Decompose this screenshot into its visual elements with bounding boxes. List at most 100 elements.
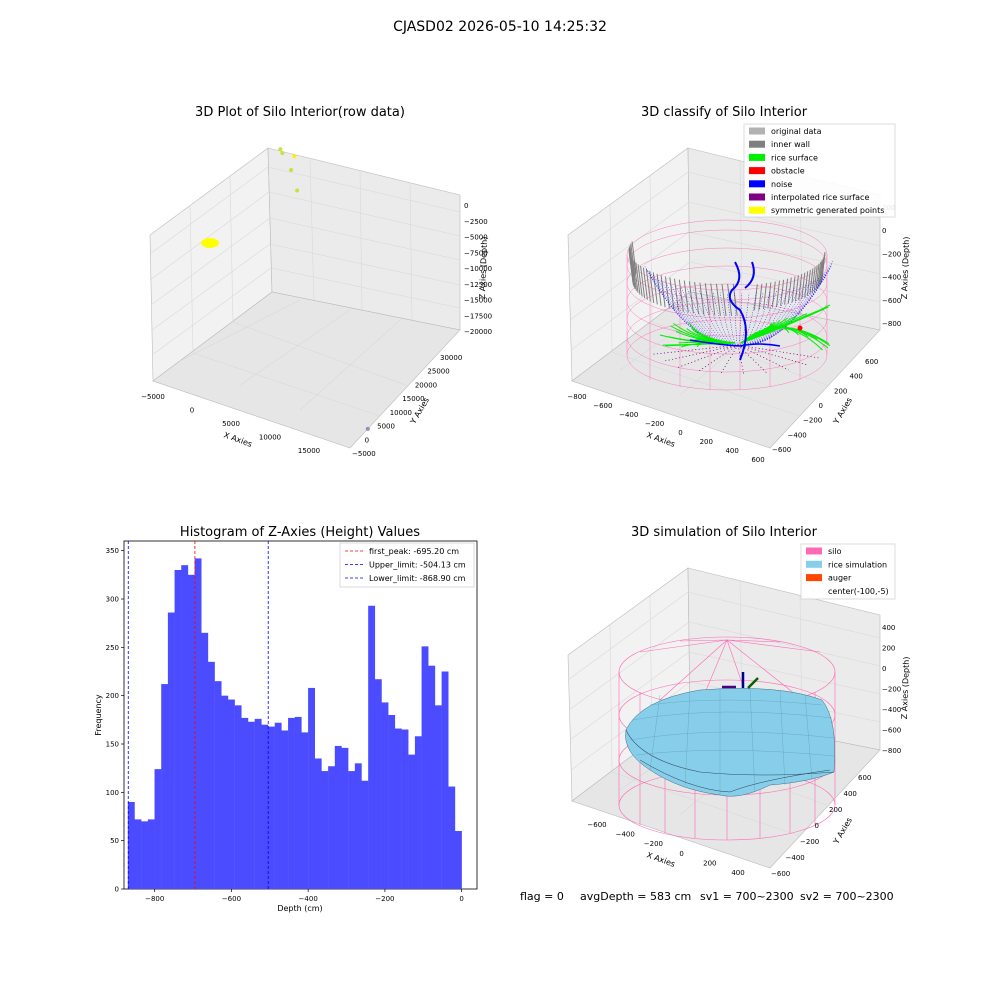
legend-box — [339, 542, 475, 588]
noise-curve — [737, 291, 764, 346]
histogram-bar — [454, 831, 462, 889]
noise-curve — [737, 274, 824, 346]
y-tick-label: 250 — [106, 644, 119, 652]
histogram-bar — [321, 771, 329, 889]
histogram-bar — [328, 766, 336, 889]
inner-wall-strand — [753, 284, 758, 311]
z-tick-label: −400 — [882, 274, 901, 282]
y-tick-label: 300 — [106, 596, 119, 604]
raw-data-points — [201, 147, 370, 431]
avg-depth-text: avgDepth = 583 cm — [580, 890, 691, 903]
histogram-bar — [201, 632, 209, 889]
y-tick-label: 0 — [815, 822, 819, 830]
inner-wall-strand — [629, 254, 635, 288]
histogram-bar — [254, 718, 262, 889]
inner-wall-strand — [642, 267, 648, 300]
z-tick-labels: 2000−200−400−600−800 — [882, 204, 901, 328]
y-tick-label: 350 — [106, 547, 119, 555]
x-axis-label: X Axies — [222, 430, 253, 449]
data-point — [295, 188, 300, 193]
noise-curve — [649, 272, 739, 346]
classified-curves — [643, 259, 834, 375]
histogram-bar — [361, 780, 369, 889]
histogram-bars — [127, 558, 462, 889]
inner-wall-strand — [815, 263, 820, 290]
z-tick-label: −400 — [882, 706, 901, 714]
noise-curve — [737, 290, 778, 346]
inner-wall-strand — [660, 275, 666, 308]
legend-swatch — [806, 574, 822, 582]
noise-column — [728, 261, 747, 361]
inner-wall-strand — [640, 265, 646, 299]
histogram-bar — [214, 681, 222, 889]
x-tick-label: 0 — [190, 407, 194, 415]
point-cluster — [201, 238, 219, 248]
y-tick-label: −600 — [771, 870, 790, 878]
z-tick-label: −200 — [882, 686, 901, 694]
x-tick-label: 10000 — [259, 434, 281, 442]
z-tick-label: −17500 — [464, 312, 492, 320]
legend-entry: center(-100,-5) — [828, 587, 889, 596]
x-tick-label: −400 — [299, 895, 318, 903]
histogram-bar — [368, 605, 376, 889]
x-tick-label: −200 — [645, 420, 664, 428]
inner-wall-strand — [674, 278, 679, 311]
x-tick-label: −400 — [619, 411, 638, 419]
x-tick-label: 15000 — [298, 447, 320, 455]
y-tick-label: −600 — [772, 446, 791, 454]
histogram-bar — [421, 646, 429, 889]
x-tick-label: −200 — [644, 840, 663, 848]
y-tick-label: 200 — [106, 692, 119, 700]
inner-wall-strand — [821, 251, 826, 279]
inner-wall-strand — [637, 264, 643, 297]
histogram-bar — [348, 771, 356, 889]
z-tick-label: −20000 — [464, 328, 492, 336]
data-point — [292, 154, 297, 159]
y-axis-label: Y Axies — [831, 816, 854, 846]
legend-entry: Upper_limit: -504.13 cm — [369, 561, 466, 570]
legend-swatch — [806, 560, 822, 568]
histogram-bar — [434, 705, 442, 889]
inner-wall-strand — [809, 268, 814, 295]
y-tick-label: 200 — [829, 806, 842, 814]
y-tick-label: 600 — [858, 774, 871, 782]
z-tick-label: −600 — [882, 297, 901, 305]
legend-entry: noise — [771, 180, 792, 189]
legend-entry: auger — [828, 574, 852, 583]
z-tick-label: −2500 — [464, 218, 488, 226]
inner-wall-strand — [699, 282, 705, 315]
subplot-title: 3D classify of Silo Interior — [641, 105, 808, 120]
inner-wall-strand — [818, 260, 823, 287]
x-tick-label: −5000 — [141, 393, 165, 401]
x-tick-label: −600 — [587, 821, 606, 829]
x-tick-label: 0 — [679, 850, 683, 858]
interpolated-curve — [737, 344, 807, 365]
z-tick-label: −10000 — [464, 265, 492, 273]
histogram-bar — [388, 715, 396, 889]
noise-column — [744, 261, 755, 289]
z-tick-label: −800 — [882, 320, 901, 328]
interpolated-curve — [720, 344, 739, 375]
histogram-bar — [341, 747, 349, 889]
legend-swatch — [806, 547, 822, 555]
data-point — [278, 147, 283, 152]
y-axis-label: Y Axies — [831, 396, 854, 426]
inner-wall-strand — [710, 283, 716, 316]
data-point — [289, 168, 294, 172]
interpolated-curve — [737, 344, 745, 375]
inner-wall-strand — [819, 258, 824, 285]
inner-wall-strand — [704, 283, 710, 316]
legend-entry: silo — [828, 547, 842, 556]
histogram-bar — [167, 612, 175, 889]
inner-wall-points — [628, 241, 826, 317]
histogram-bar — [408, 754, 416, 889]
inner-wall-strand — [784, 278, 789, 305]
inner-wall-strand — [776, 280, 780, 307]
z-tick-label: −800 — [882, 747, 901, 755]
y-tick-label: 5000 — [377, 423, 395, 431]
x-tick-label: 200 — [700, 438, 713, 446]
inner-wall-strand — [767, 282, 772, 309]
